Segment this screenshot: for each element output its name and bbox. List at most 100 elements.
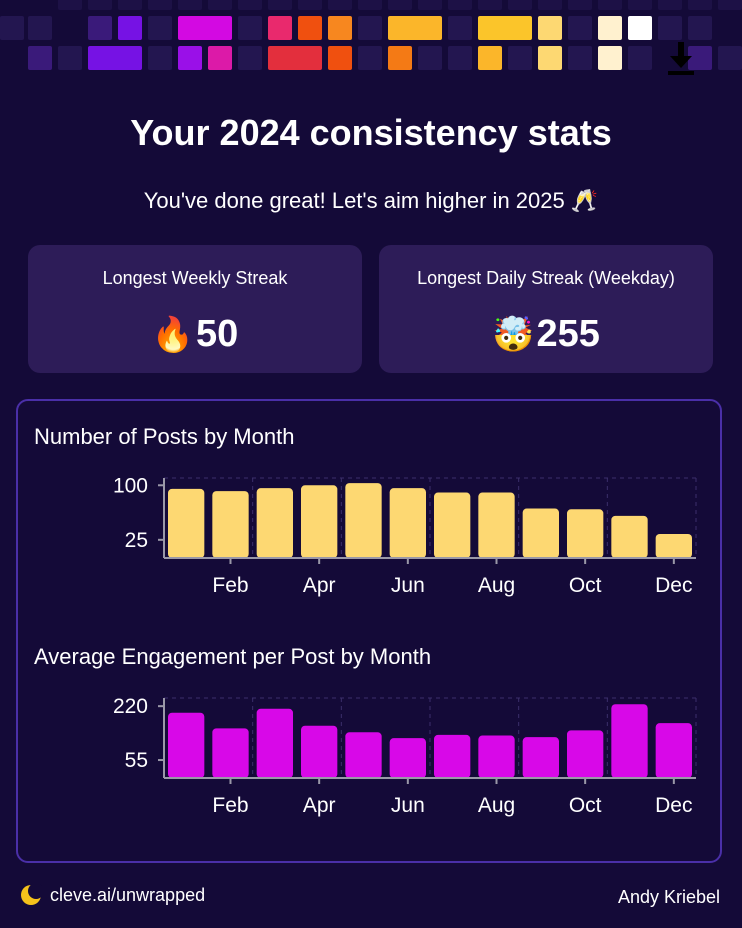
heatmap-cell [208,46,232,70]
heatmap-cell [538,16,562,40]
heatmap-cell [88,16,112,40]
engagement-bar [478,735,515,778]
heatmap-cell [568,0,592,10]
heatmap-cell [328,46,352,70]
posts-bar [522,508,559,558]
heatmap-cell [538,0,562,10]
heatmap-cell [508,0,532,10]
heatmap-cell [88,0,112,10]
posts-bar [168,488,205,558]
engagement-bar [522,737,559,778]
engagement-bar [168,712,205,778]
engagement-bar [655,723,692,778]
posts-x-tick-label: Aug [478,574,515,597]
engagement-bar [256,708,293,778]
mind-blown-icon: 🤯 [492,314,535,355]
page-title: Your 2024 consistency stats [130,112,612,153]
weekly-streak-label: Longest Weekly Streak [102,268,288,288]
heatmap-cell [658,0,682,10]
heatmap-cell [478,16,532,40]
footer-site: cleve.ai/unwrapped [50,884,206,905]
engagement-bar [301,725,338,778]
heatmap-cell [178,46,202,70]
engagement-by-month-chart: 220 55 Feb Apr Jun Aug Oct Dec [113,695,697,817]
engagement-bar [212,728,249,778]
heatmap-cell [238,46,262,70]
heatmap-cell [88,46,142,70]
heatmap-cell [298,16,322,40]
posts-x-tick-label: Dec [655,574,692,597]
posts-x-tick-label: Jun [391,574,425,597]
download-icon [668,42,694,75]
weekly-streak-value: 50 [196,313,239,355]
heatmap-cell [718,0,742,10]
heatmap-cell [538,46,562,70]
heatmap-cell [718,46,742,70]
engagement-chart-title: Average Engagement per Post by Month [34,644,432,669]
heatmap-cell [388,16,442,40]
heatmap-cell [598,46,622,70]
heatmap-cell [688,16,712,40]
heatmap-cell [328,0,352,10]
heatmap-cell [118,0,142,10]
heatmap-cell [478,46,502,70]
posts-bar [301,485,338,558]
posts-x-tick-label: Feb [212,574,248,597]
download-button[interactable] [662,40,700,78]
heatmap-cell [238,16,262,40]
heatmap-cell [148,0,172,10]
heatmap-cell [448,46,472,70]
daily-streak-card: Longest Daily Streak (Weekday) 🤯 255 [379,245,713,373]
page-subtitle: You've done great! Let's aim higher in 2… [143,188,599,213]
heatmap-cell [598,16,622,40]
heatmap-cell [628,46,652,70]
posts-bar [256,488,293,558]
heatmap-cell [448,0,472,10]
heatmap-cell [238,0,262,10]
heatmap-cell [358,46,382,70]
engagement-x-tick-label: Dec [655,794,692,817]
heatmap-cell [28,16,52,40]
engagement-bar [611,704,648,778]
weekly-streak-card: Longest Weekly Streak 🔥 50 [28,245,362,373]
heatmap-cell [568,46,592,70]
heatmap-cell [178,0,202,10]
posts-bar [389,488,426,558]
heatmap-cell [328,16,352,40]
heatmap-cell [118,16,142,40]
posts-bar [655,534,692,558]
heatmap-cell [268,0,292,10]
posts-x-tick-label: Oct [569,574,602,597]
activity-heatmap [0,0,742,80]
posts-bar [434,492,471,558]
heatmap-cell [358,16,382,40]
footer-brand-link[interactable]: cleve.ai/unwrapped [20,884,205,906]
daily-streak-value: 255 [536,313,600,355]
engagement-bar [567,730,604,778]
heatmap-cell [208,0,232,10]
heatmap-cell [418,0,442,10]
heatmap-cell [388,0,412,10]
heatmap-cell [688,46,712,70]
heatmap-cell [508,46,532,70]
daily-streak-label: Longest Daily Streak (Weekday) [417,268,675,288]
heatmap-cell [148,16,172,40]
heatmap-cell [628,16,652,40]
heatmap-cell [268,16,292,40]
posts-bar [567,509,604,558]
posts-y-tick-label: 25 [125,529,148,552]
heatmap-cell [148,46,172,70]
heatmap-cell [0,16,24,40]
engagement-bar [389,738,426,778]
heatmap-cell [28,46,52,70]
charts-panel [16,399,722,863]
posts-bar [345,483,382,558]
posts-y-tick-label: 100 [113,474,148,497]
posts-bar [478,492,515,558]
heatmap-cell [568,16,592,40]
engagement-x-tick-label: Feb [212,794,248,817]
heatmap-cell [298,0,322,10]
engagement-bar [345,732,382,778]
engagement-y-tick-label: 220 [113,695,148,718]
engagement-y-tick-label: 55 [125,749,148,772]
